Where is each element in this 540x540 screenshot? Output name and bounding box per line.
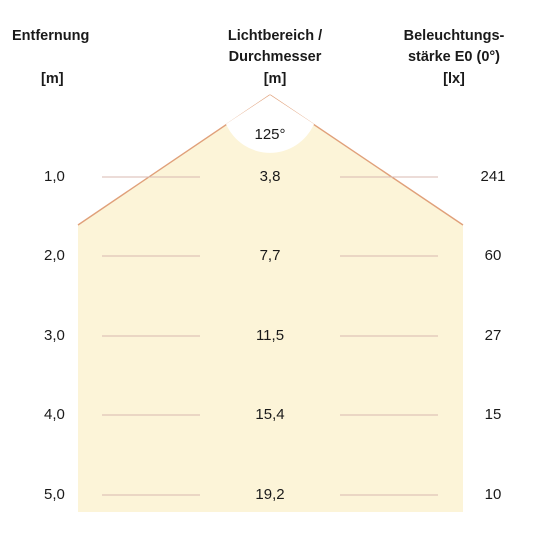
illuminance-header-line1: Beleuchtungs-: [403, 28, 505, 44]
distance-value: 5,0: [44, 486, 65, 503]
distance-unit: [m]: [41, 71, 64, 87]
distance-value: 3,0: [44, 327, 65, 344]
illuminance-value: 10: [484, 486, 502, 503]
guide-lines: [102, 176, 438, 496]
diameter-value: 19,2: [255, 486, 285, 503]
illuminance-value: 60: [484, 247, 502, 264]
distance-header: Entfernung: [12, 28, 90, 44]
distance-value: 1,0: [44, 168, 65, 185]
distance-value: 2,0: [44, 247, 65, 264]
diameter-header-line2: Durchmesser: [228, 49, 322, 65]
angle-arc-cutout: [226, 95, 314, 153]
illuminance-unit: [lx]: [443, 71, 465, 87]
illuminance-header: Beleuchtungs- stärke E0 (0°): [390, 26, 518, 68]
illuminance-value: 15: [484, 406, 502, 423]
diameter-header: Lichtbereich / Durchmesser: [195, 26, 355, 68]
distance-value: 4,0: [44, 406, 65, 423]
diameter-value: 11,5: [255, 327, 285, 344]
illuminance-value: 241: [480, 168, 506, 185]
diameter-header-line1: Lichtbereich /: [227, 28, 323, 44]
diameter-value: 3,8: [259, 168, 281, 185]
diameter-value: 7,7: [259, 247, 281, 264]
light-cone-area: [78, 95, 463, 512]
diameter-value: 15,4: [255, 406, 285, 423]
beam-angle-label: 125°: [254, 126, 286, 143]
illuminance-header-line2: stärke E0 (0°): [407, 49, 501, 65]
diameter-unit: [m]: [263, 71, 287, 87]
illuminance-value: 27: [484, 327, 502, 344]
